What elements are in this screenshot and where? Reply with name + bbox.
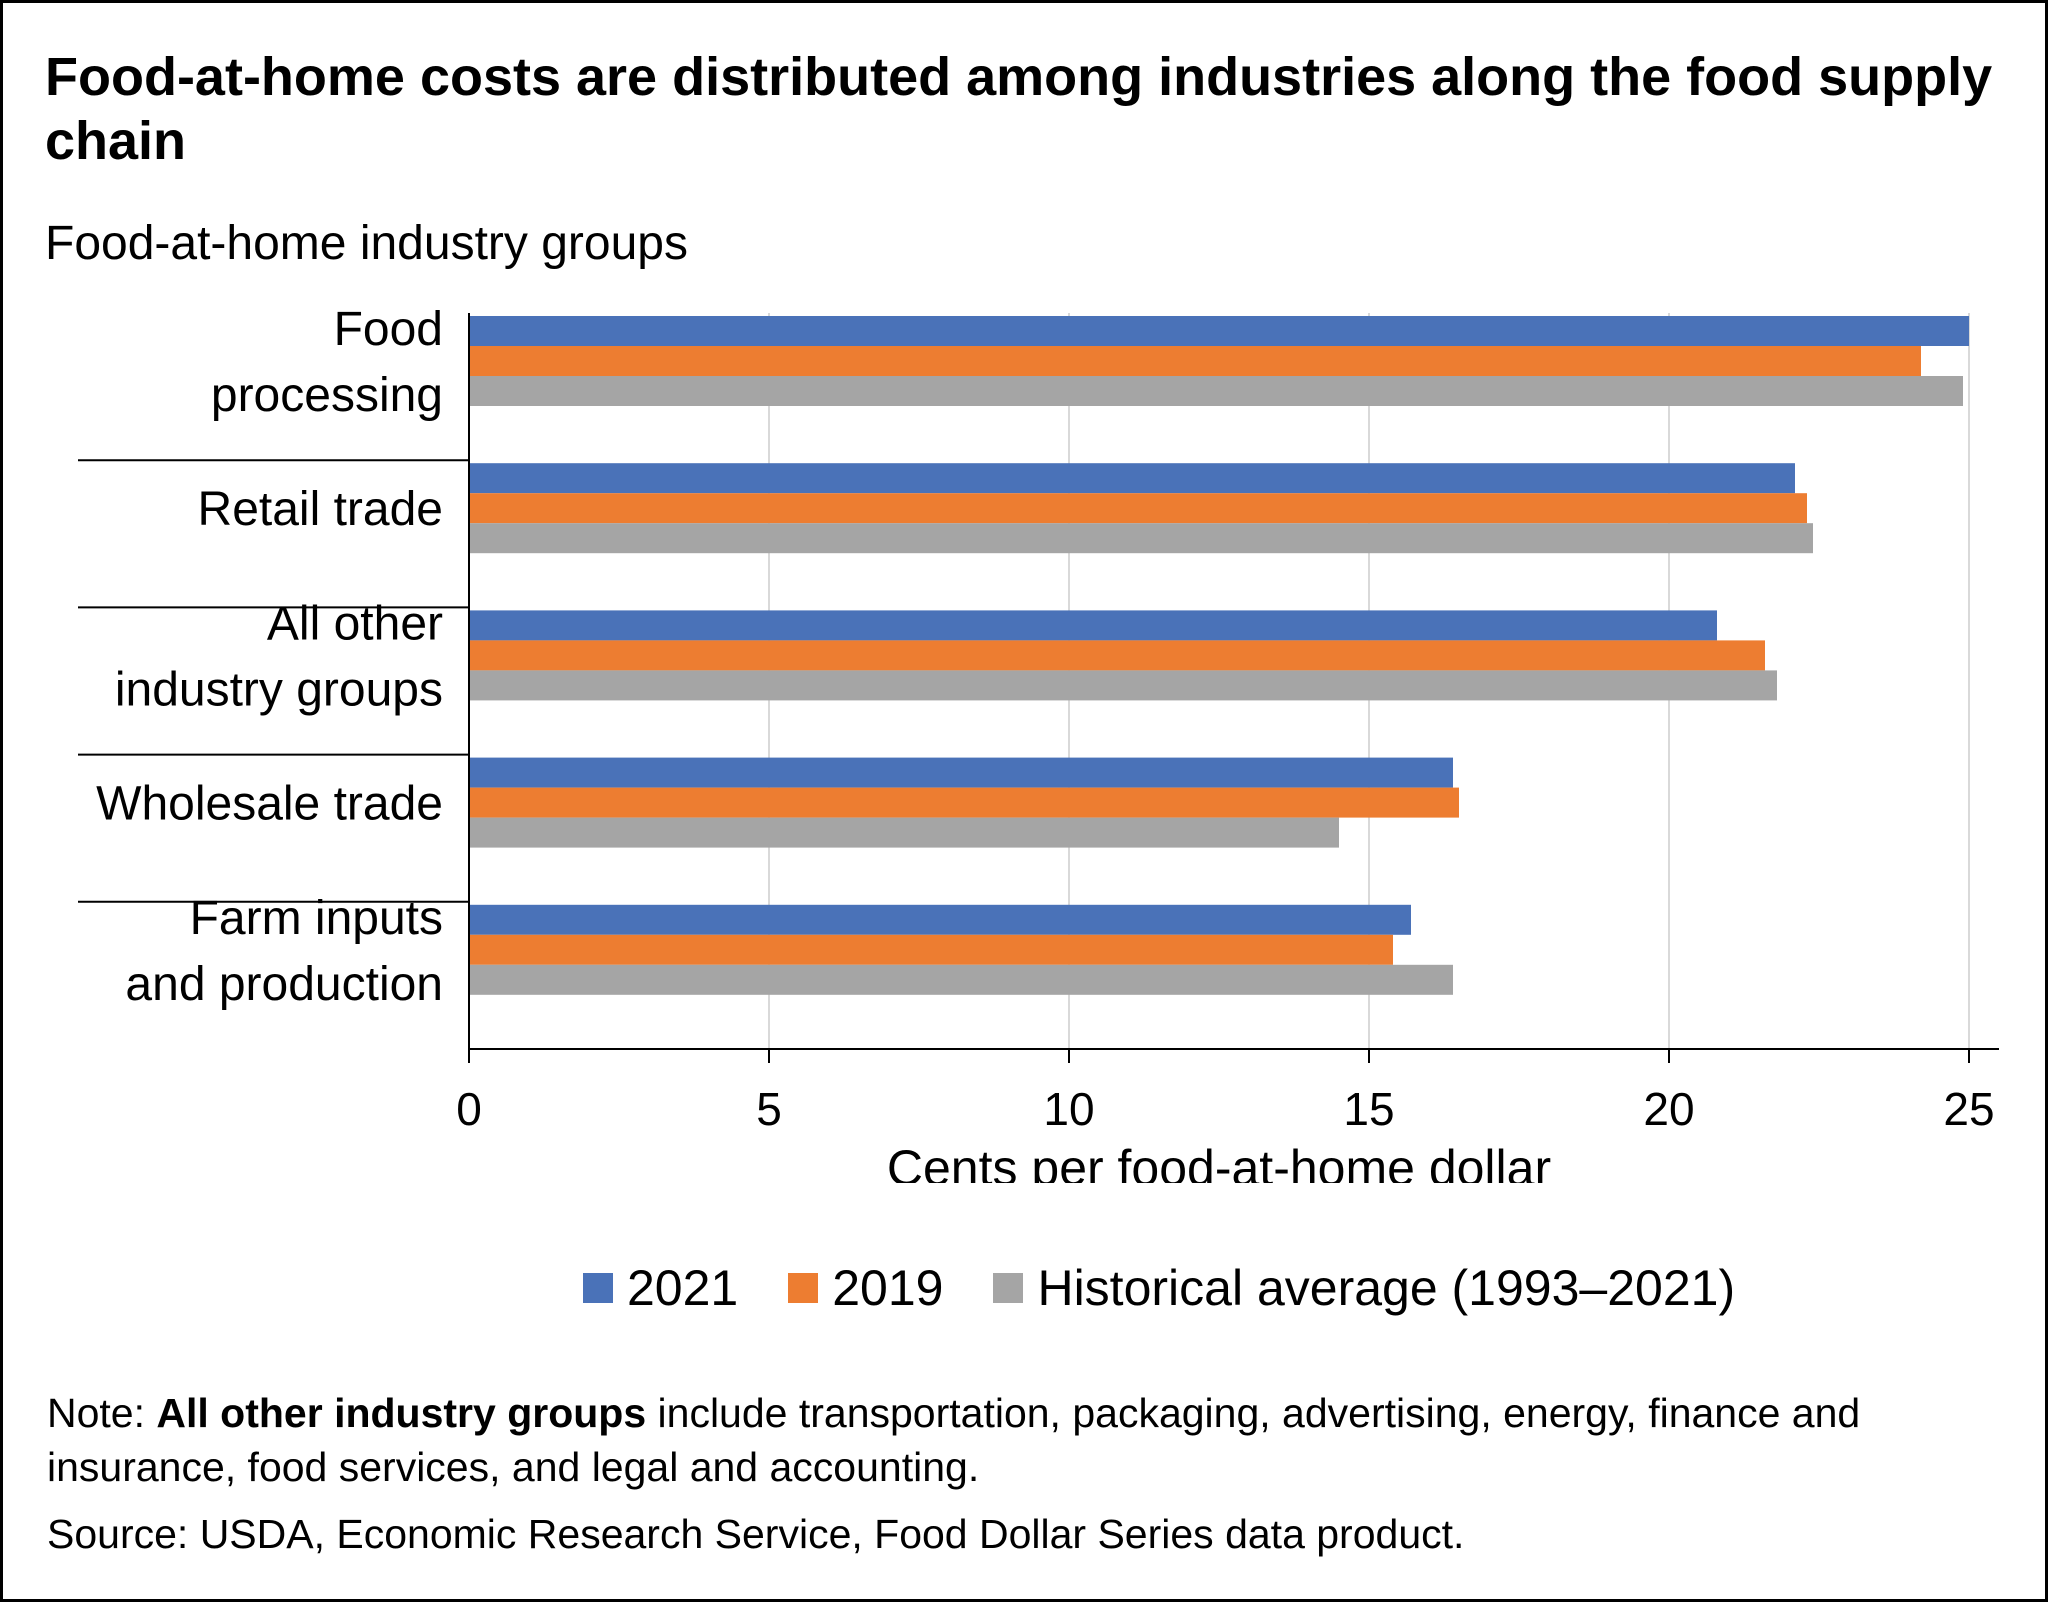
- legend: 2021 2019 Historical average (1993–2021): [583, 1258, 1785, 1318]
- note-bold: All other industry groups: [156, 1390, 647, 1436]
- bar-2-2: [469, 670, 1777, 701]
- bar-1-2: [469, 523, 1813, 554]
- x-tick-label-25: 25: [1943, 1083, 1994, 1135]
- bar-4-1: [469, 934, 1393, 965]
- legend-label-2019: 2019: [832, 1260, 944, 1316]
- legend-label-2021: 2021: [627, 1260, 739, 1316]
- x-tick-label-0: 0: [456, 1083, 482, 1135]
- bar-3-0: [469, 757, 1453, 788]
- bar-0-2: [469, 376, 1963, 406]
- category-label-4-0: Farm inputs: [190, 892, 443, 945]
- legend-item-2019: 2019: [788, 1258, 943, 1318]
- bar-1-0: [469, 463, 1795, 494]
- legend-item-historical: Historical average (1993–2021): [993, 1258, 1735, 1318]
- note: Note: All other industry groups include …: [47, 1386, 2007, 1494]
- category-label-1-0: Retail trade: [198, 483, 443, 536]
- legend-swatch-2021: [583, 1273, 613, 1303]
- bars: [469, 316, 1969, 995]
- source: Source: USDA, Economic Research Service,…: [47, 1511, 1465, 1557]
- legend-label-historical: Historical average (1993–2021): [1037, 1260, 1736, 1316]
- category-label-2-1: industry groups: [115, 663, 443, 716]
- category-label-2-0: All other: [267, 597, 443, 650]
- note-rest: include transportation, packaging, adver…: [47, 1390, 1861, 1490]
- category-label-3-0: Wholesale trade: [96, 778, 443, 831]
- x-axis-title: Cents per food-at-home dollar: [887, 1140, 1551, 1183]
- x-tick-label-5: 5: [756, 1083, 782, 1135]
- bar-2-1: [469, 640, 1765, 671]
- legend-item-2021: 2021: [583, 1258, 738, 1318]
- x-tick-label-15: 15: [1343, 1083, 1394, 1135]
- x-tick-label-10: 10: [1043, 1083, 1094, 1135]
- bar-3-1: [469, 787, 1459, 818]
- legend-swatch-2019: [788, 1273, 819, 1303]
- note-prefix: Note:: [47, 1390, 157, 1436]
- bar-4-2: [469, 964, 1453, 995]
- category-label-4-1: and production: [125, 958, 443, 1011]
- chart-title: Food-at-home costs are distributed among…: [45, 47, 1993, 171]
- chart-subtitle: Food-at-home industry groups: [45, 217, 688, 270]
- bar-chart: 0 5 10 15 20 25 Food processing Retail trade All …: [78, 303, 1999, 1183]
- bar-3-2: [469, 817, 1339, 848]
- legend-swatch-historical: [993, 1273, 1024, 1303]
- category-label-0-1: processing: [211, 369, 443, 422]
- bar-4-0: [469, 904, 1411, 935]
- labels: 0 5 10 15 20 25 Food processing Retail trade All …: [96, 303, 1994, 1183]
- category-label-0-0: Food: [334, 303, 443, 356]
- bar-0-0: [469, 316, 1969, 346]
- axes: [78, 313, 1999, 1063]
- bar-0-1: [469, 346, 1921, 376]
- x-tick-label-20: 20: [1643, 1083, 1694, 1135]
- bar-1-1: [469, 493, 1807, 524]
- bar-2-0: [469, 610, 1717, 641]
